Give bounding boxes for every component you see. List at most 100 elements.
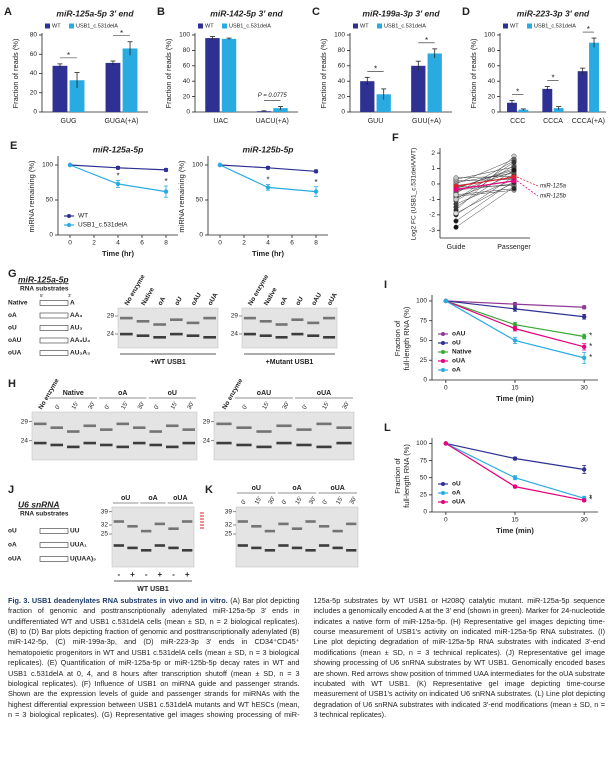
pair-line xyxy=(455,159,515,185)
size-marker: 24 xyxy=(203,438,211,445)
highlight-point xyxy=(511,178,517,184)
gel-band xyxy=(243,332,256,336)
legend-swatch xyxy=(45,23,50,29)
gel-band xyxy=(154,522,166,526)
x-tick-label: UAC xyxy=(213,118,228,125)
x-tick-label: 2 xyxy=(242,240,246,247)
substrate-name: oUA xyxy=(8,556,22,563)
group-label: oUA xyxy=(317,390,331,397)
substrate-sequence: AA₃ xyxy=(70,312,82,319)
chart-title: miR-142-5p 3′ end xyxy=(210,8,283,18)
x-tick-label: 15 xyxy=(511,385,519,392)
y-axis-label: full-length RNA (%) xyxy=(402,444,411,508)
end-label: 5′ xyxy=(40,293,44,298)
point xyxy=(581,467,587,472)
gel-band xyxy=(216,441,232,445)
annotation: * xyxy=(551,74,554,83)
group-label: oUA xyxy=(330,485,344,492)
y-tick-label: 100 xyxy=(416,440,427,447)
gel-band xyxy=(305,549,316,552)
chart-title: miR-125a-5p 3′ end xyxy=(56,8,134,18)
y-axis-label: miRNA remaining (%) xyxy=(27,160,36,233)
pair-line xyxy=(455,185,515,188)
lane-label: 0′ xyxy=(55,403,63,411)
y-axis-label: Fraction of xyxy=(393,320,402,356)
legend-marker xyxy=(441,350,445,354)
legend-swatch xyxy=(377,23,382,29)
legend-label: oU xyxy=(452,481,461,488)
group-label: oAU xyxy=(257,390,271,397)
point xyxy=(581,355,587,361)
lane-label: 15′ xyxy=(170,400,180,411)
y-tick-label: 0 xyxy=(431,181,435,188)
substrate-name: oU xyxy=(8,325,17,332)
annotation: * xyxy=(589,332,592,341)
point xyxy=(512,322,518,327)
gel-band xyxy=(264,529,276,533)
gel-band xyxy=(346,522,357,526)
y-tick-label: 2 xyxy=(431,150,435,157)
panel-label: A xyxy=(4,6,12,18)
point xyxy=(443,441,449,446)
point xyxy=(163,189,169,194)
y-axis-label: Fraction of xyxy=(393,457,402,493)
pair-line xyxy=(455,188,515,196)
gel-band xyxy=(170,332,183,336)
lane-label: Native xyxy=(263,286,279,307)
y-tick-label: 0 xyxy=(49,232,53,239)
gel-band xyxy=(291,332,304,336)
lane-label: oA xyxy=(279,296,290,307)
x-tick-label: 30 xyxy=(581,517,589,524)
panel-label: D xyxy=(462,6,470,18)
gel-band xyxy=(278,522,289,526)
point xyxy=(115,181,121,187)
pair-line xyxy=(455,169,515,208)
gel-band xyxy=(323,336,336,339)
substrate-sequence: AU₃A₃ xyxy=(70,350,90,357)
annotation: * xyxy=(425,36,428,45)
substrate-diagram xyxy=(39,556,69,562)
y-tick-label: -2 xyxy=(429,212,435,219)
gel-band xyxy=(66,430,80,433)
gel-band xyxy=(203,336,216,339)
annotation: P = 0.0775 xyxy=(258,93,288,99)
panel-label: I xyxy=(384,279,387,291)
bar xyxy=(507,102,517,112)
pair-line xyxy=(455,189,515,197)
lane-label: 15′ xyxy=(71,400,81,411)
gel xyxy=(31,411,198,461)
gel-band xyxy=(113,544,125,547)
gel-band xyxy=(154,544,166,547)
gel-band xyxy=(336,441,352,445)
x-tick-label: 15 xyxy=(511,517,519,524)
y-tick-label: 100 xyxy=(192,162,203,169)
gel-band xyxy=(323,316,336,320)
gel-band xyxy=(278,544,289,547)
size-marker: 29 xyxy=(107,313,115,320)
highlight-point xyxy=(511,174,517,180)
legend-label: oU xyxy=(452,340,461,347)
label-arrow xyxy=(516,180,539,197)
gel-band xyxy=(132,441,146,445)
gel-band xyxy=(332,529,343,533)
x-tick-label: 2 xyxy=(92,240,96,247)
substrate-sequence: AA₃U₃ xyxy=(70,337,90,344)
legend-label: USB1_c.531delA xyxy=(76,23,118,29)
lane-label: oUA xyxy=(207,292,220,307)
legend-marker xyxy=(441,332,445,336)
gel-band xyxy=(165,445,179,449)
gel-band xyxy=(116,422,130,426)
y-tick-label: 75 xyxy=(420,457,428,464)
gel-band xyxy=(296,443,312,447)
panel-label: B xyxy=(157,6,165,18)
guide-point xyxy=(453,192,459,198)
substrate-name: oA xyxy=(8,312,17,319)
point xyxy=(313,169,319,174)
y-tick-label: 60 xyxy=(30,51,38,58)
y-tick-label: 100 xyxy=(42,162,53,169)
point xyxy=(512,456,518,461)
lane-label: No enzyme xyxy=(221,377,244,411)
series-line xyxy=(445,442,585,499)
substrate-heading: miR-125a-5p xyxy=(18,274,69,284)
